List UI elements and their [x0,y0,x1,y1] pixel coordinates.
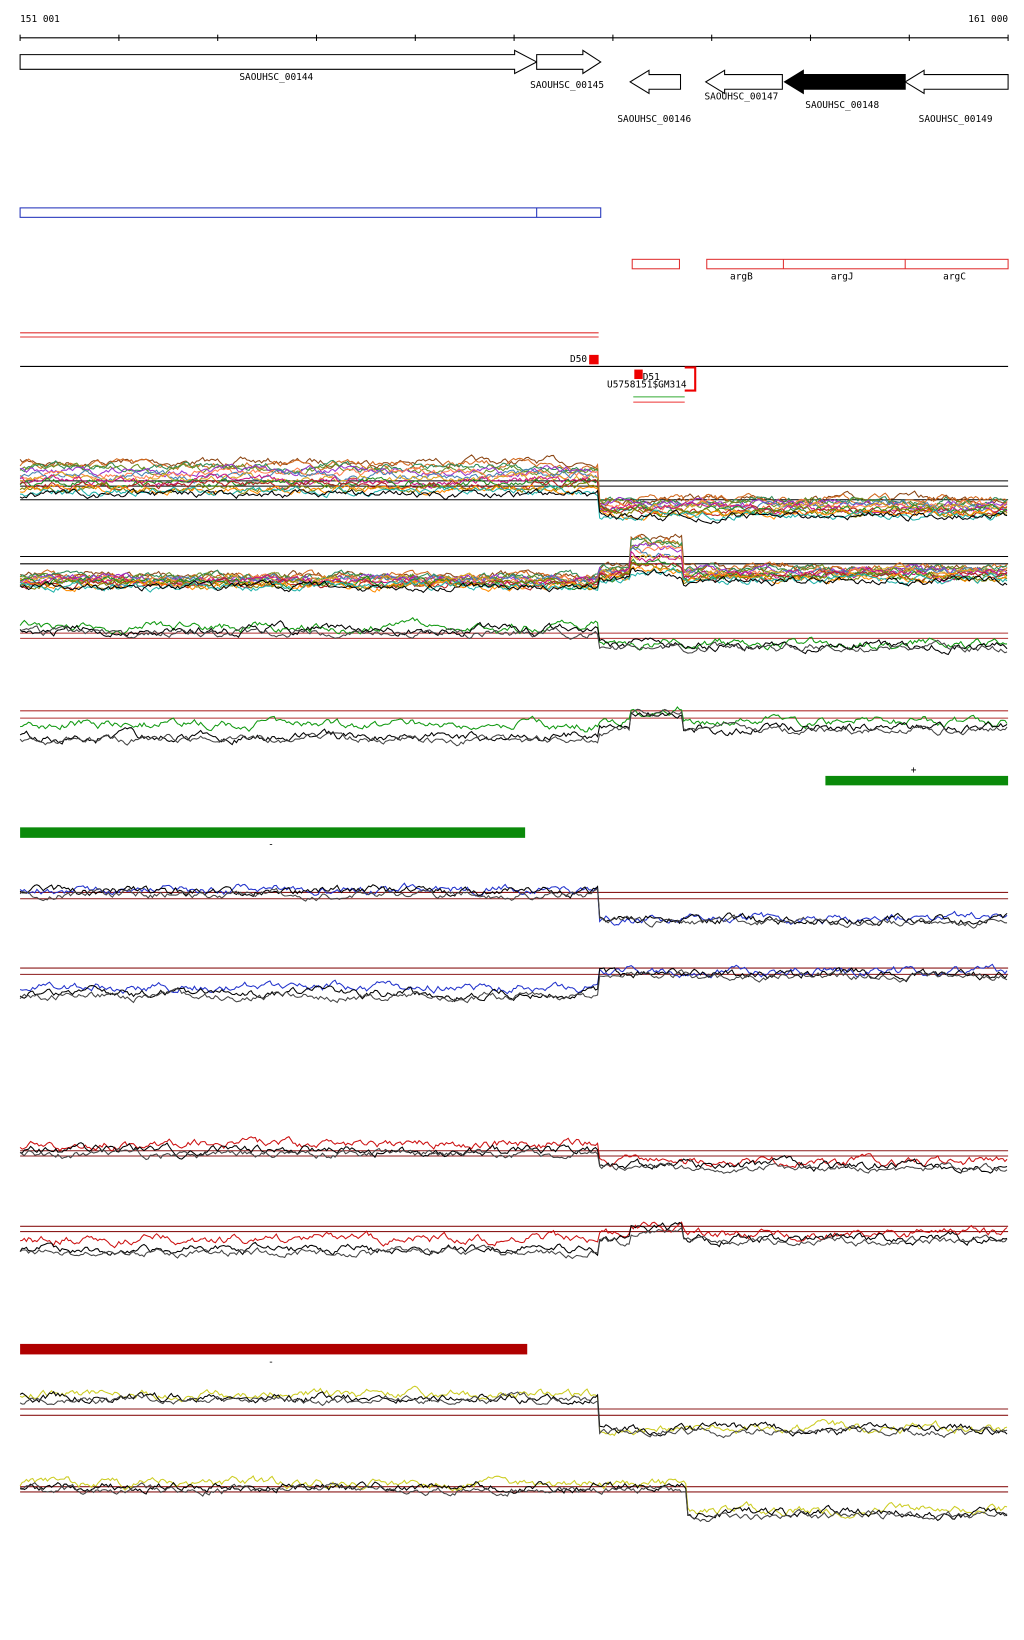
signal-trace [19,1226,1008,1260]
signal-trace [20,483,1008,521]
gene-label: SAOUHSC_00145 [530,80,604,91]
signal-trace [19,884,1008,927]
gene-label: SAOUHSC_00149 [919,114,993,125]
signal-trace [20,1481,1008,1522]
signal-trace [19,487,1008,525]
signal-trace [19,1135,1008,1169]
feature-block [589,354,599,365]
gene-arrows [19,49,1009,95]
signal-trace [20,484,1008,521]
signal-trace [19,966,1008,1003]
ruler-start: 151 001 [20,14,60,25]
gene-arrow [536,49,602,75]
ruler-end: 161 000 [968,14,1008,25]
signal-trace [19,1475,1008,1519]
feature-label: D51 [643,372,660,383]
signal-trace [19,467,1008,513]
gene-label: SAOUHSC_00144 [239,72,313,83]
operon-box [631,258,680,270]
signal-trace [19,567,1008,594]
gene-label: SAOUHSC_00146 [617,114,691,125]
signal-trace [20,471,1008,516]
signal-trace [19,963,1008,995]
feature-block [634,369,643,380]
operon-gene-label: argB [730,271,753,282]
traces [19,454,1009,1522]
feature-label: U5758151$GM314 [607,379,687,390]
gene-label: SAOUHSC_00147 [704,92,778,103]
strand-bar [20,827,526,838]
gene-arrow [704,69,783,95]
signal-trace [19,625,1008,654]
gene-arrow [904,69,1009,95]
operon-box [19,207,602,218]
signal-trace [19,561,1008,591]
signal-trace [19,566,1008,593]
signal-trace [19,476,1008,518]
gene-label: SAOUHSC_00148 [805,100,879,111]
signal-trace [19,546,1008,588]
strand-label: + [911,765,917,776]
feature-bracket [684,366,697,392]
signal-trace [19,1147,1008,1174]
signal-trace [19,1385,1008,1437]
gene-arrow [783,69,906,95]
signal-trace [19,969,1008,1004]
operon-gene-label: argJ [831,271,854,282]
operon-gene-label: argC [943,271,966,282]
signal-trace [19,887,1008,929]
signal-trace [19,457,1008,507]
signal-trace [19,1142,1008,1174]
strand-bar [825,775,1009,786]
operon-box [706,258,1009,270]
gene-arrow [629,69,682,95]
signal-trace [19,620,1008,656]
signal-trace [19,708,1008,747]
signal-trace [19,1482,1008,1522]
signal-trace [20,706,1008,733]
strand-bar [20,1343,528,1355]
signal-trace [19,617,1008,651]
signal-trace [19,1391,1008,1439]
feature-label: D50 [570,354,587,365]
strand-label: - [268,839,274,850]
strand-label: - [268,1357,274,1368]
gene-arrow [19,49,538,75]
